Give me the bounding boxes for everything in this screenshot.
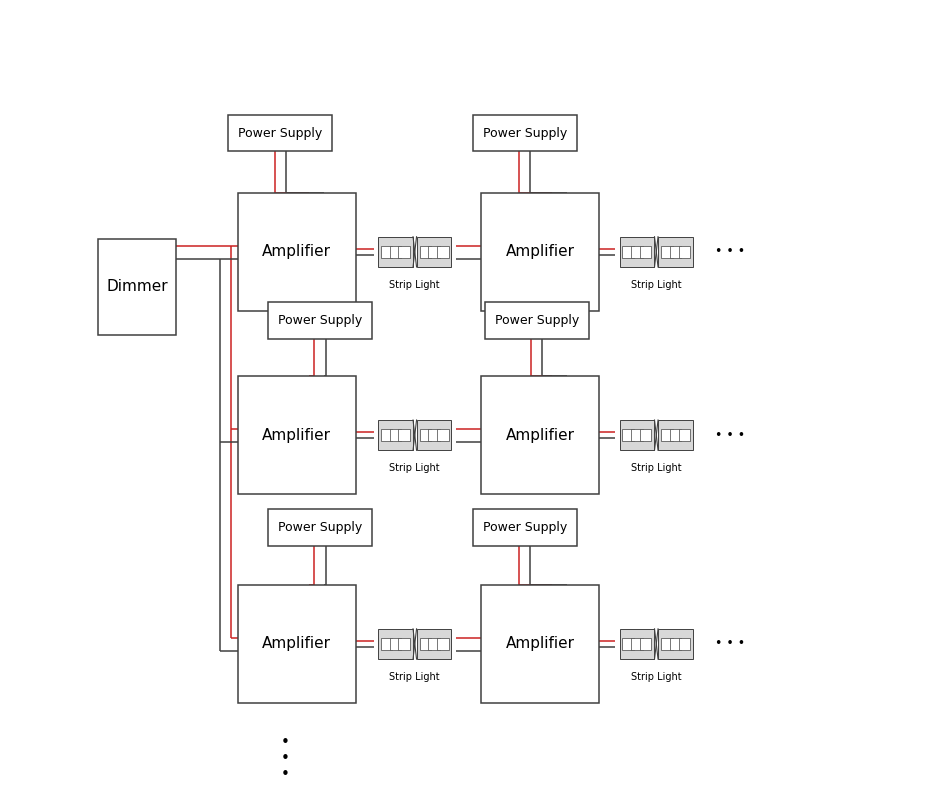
Bar: [390, 638, 401, 650]
Bar: [379, 237, 413, 267]
Text: Power Supply: Power Supply: [278, 314, 362, 327]
Text: •: •: [281, 768, 290, 782]
Bar: [679, 638, 690, 650]
Bar: [238, 585, 356, 703]
Bar: [419, 430, 432, 441]
Bar: [381, 638, 392, 650]
Text: Power Supply: Power Supply: [495, 314, 578, 327]
Bar: [419, 638, 432, 650]
Bar: [670, 638, 682, 650]
Bar: [238, 193, 356, 311]
Text: Amplifier: Amplifier: [262, 637, 331, 651]
Text: Dimmer: Dimmer: [107, 280, 168, 294]
Bar: [619, 629, 654, 659]
Bar: [381, 430, 392, 441]
Bar: [381, 246, 392, 257]
Bar: [268, 302, 372, 339]
Text: • • •: • • •: [715, 245, 745, 258]
Bar: [640, 638, 651, 650]
Bar: [481, 193, 599, 311]
Bar: [238, 376, 356, 494]
Bar: [640, 246, 651, 257]
Bar: [658, 629, 693, 659]
Bar: [658, 237, 693, 267]
Text: •: •: [281, 752, 290, 766]
Text: • • •: • • •: [715, 638, 745, 650]
Text: Amplifier: Amplifier: [505, 428, 575, 442]
Bar: [661, 430, 672, 441]
Bar: [398, 430, 410, 441]
Bar: [437, 638, 448, 650]
Text: Power Supply: Power Supply: [483, 521, 567, 534]
Bar: [228, 115, 332, 151]
Bar: [417, 237, 451, 267]
Bar: [379, 420, 413, 450]
Bar: [640, 430, 651, 441]
Bar: [390, 430, 401, 441]
Bar: [390, 246, 401, 257]
Text: Strip Light: Strip Light: [631, 463, 682, 473]
Bar: [419, 246, 432, 257]
Text: Strip Light: Strip Light: [390, 463, 440, 473]
Bar: [679, 246, 690, 257]
Bar: [398, 638, 410, 650]
Bar: [658, 420, 693, 450]
Bar: [437, 246, 448, 257]
Bar: [661, 638, 672, 650]
Bar: [268, 509, 372, 546]
Bar: [622, 246, 634, 257]
Text: Strip Light: Strip Light: [631, 672, 682, 682]
Bar: [670, 246, 682, 257]
Text: Power Supply: Power Supply: [238, 127, 322, 139]
Bar: [379, 629, 413, 659]
Bar: [417, 420, 451, 450]
Bar: [622, 430, 634, 441]
Text: Strip Light: Strip Light: [631, 280, 682, 290]
Bar: [631, 246, 643, 257]
Bar: [429, 638, 440, 650]
Bar: [485, 302, 589, 339]
Bar: [679, 430, 690, 441]
Text: Amplifier: Amplifier: [505, 245, 575, 259]
Text: • • •: • • •: [715, 429, 745, 442]
Bar: [417, 629, 451, 659]
Bar: [631, 430, 643, 441]
Bar: [622, 638, 634, 650]
Bar: [619, 420, 654, 450]
Bar: [437, 430, 448, 441]
Bar: [481, 376, 599, 494]
Bar: [429, 430, 440, 441]
Text: Amplifier: Amplifier: [262, 428, 331, 442]
Text: Power Supply: Power Supply: [278, 521, 362, 534]
Bar: [631, 638, 643, 650]
Bar: [473, 115, 577, 151]
Text: Amplifier: Amplifier: [262, 245, 331, 259]
Bar: [481, 585, 599, 703]
Text: Amplifier: Amplifier: [505, 637, 575, 651]
Bar: [99, 239, 177, 335]
Text: Strip Light: Strip Light: [390, 280, 440, 290]
Bar: [661, 246, 672, 257]
Text: •: •: [281, 736, 290, 750]
Bar: [473, 509, 577, 546]
Bar: [670, 430, 682, 441]
Bar: [619, 237, 654, 267]
Text: Power Supply: Power Supply: [483, 127, 567, 139]
Bar: [398, 246, 410, 257]
Text: Strip Light: Strip Light: [390, 672, 440, 682]
Bar: [429, 246, 440, 257]
